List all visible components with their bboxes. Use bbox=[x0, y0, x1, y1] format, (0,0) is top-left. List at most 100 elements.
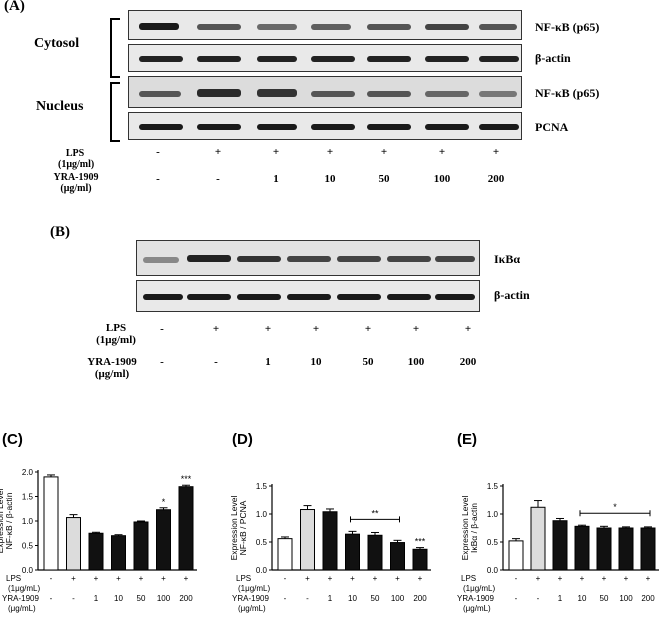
chart-c-ylabel-2: NF-κB / β-actin bbox=[4, 492, 14, 549]
chart-e-lps-3: + bbox=[580, 574, 585, 583]
chart-c-lps-6: + bbox=[184, 574, 189, 583]
chart-e-yra-3: 10 bbox=[578, 594, 587, 603]
chart-c-yra-4: 50 bbox=[137, 594, 146, 603]
chart-c-yra-3: 10 bbox=[114, 594, 123, 603]
chart-c-bar-1 bbox=[66, 517, 81, 571]
b-yra-value-6: 200 bbox=[459, 356, 477, 368]
chart-e-row1-sub: (1μg/mL) bbox=[463, 584, 496, 593]
b-yra-value-3: 10 bbox=[310, 356, 322, 368]
nucleus-bracket bbox=[110, 82, 120, 142]
chart-d-yra-5: 100 bbox=[391, 594, 405, 603]
chart-d-lps-2: + bbox=[328, 574, 333, 583]
a-lps-value-6: + bbox=[492, 146, 500, 158]
chart-d-bar-0 bbox=[277, 538, 293, 571]
chart-e-ytick-label-3: 1.5 bbox=[487, 482, 499, 491]
b-yra-value-4: 50 bbox=[362, 356, 374, 368]
b-lps-value-6: + bbox=[464, 323, 472, 335]
b-yra-value-5: 100 bbox=[407, 356, 425, 368]
chart-e-row2-sub: (μg/mL) bbox=[463, 604, 491, 613]
b-lps-label: LPS (1μg/ml) bbox=[96, 322, 136, 346]
cytosol-label: Cytosol bbox=[34, 36, 80, 51]
chart-e-row1-label: LPS bbox=[461, 574, 476, 583]
a-yra-label: YRA-1909 (μg/ml) bbox=[53, 172, 99, 194]
chart-d-yra-6: 200 bbox=[413, 594, 427, 603]
label-b-actin: β-actin bbox=[494, 288, 530, 302]
blot-nucleus-nfkb bbox=[128, 76, 522, 108]
chart-c-lps-0: - bbox=[50, 574, 53, 583]
chart-c-ytick-label-1: 0.5 bbox=[22, 542, 34, 551]
chart-c-ytick-label-4: 2.0 bbox=[22, 468, 34, 477]
chart-c-ytick-label-0: 0.0 bbox=[22, 566, 34, 575]
chart-c-bar-4 bbox=[133, 521, 149, 571]
b-yra-value-1: - bbox=[214, 356, 218, 368]
chart-d-bar-5 bbox=[390, 542, 405, 571]
cytosol-bracket bbox=[110, 18, 120, 78]
chart-c-row1-label: LPS bbox=[6, 574, 21, 583]
label-cyt-actin: β-actin bbox=[535, 51, 571, 65]
a-lps-value-4: + bbox=[380, 146, 388, 158]
chart-d-bar-3 bbox=[345, 533, 360, 571]
chart-e-lps-5: + bbox=[624, 574, 629, 583]
panel-a-label: (A) bbox=[4, 0, 25, 14]
chart-c-lps-3: + bbox=[116, 574, 121, 583]
chart-d-lps-6: + bbox=[418, 574, 423, 583]
chart-d-ylabel-2: NF-κB / PCNA bbox=[238, 500, 248, 555]
chart-d-bar-4 bbox=[367, 534, 383, 571]
chart-c-lps-5: + bbox=[161, 574, 166, 583]
chart-c-lps-1: + bbox=[71, 574, 76, 583]
chart-d-lps-5: + bbox=[395, 574, 400, 583]
chart-c-row2-label: YRA-1909 bbox=[2, 594, 39, 603]
chart-d-bar-6 bbox=[412, 548, 428, 571]
b-yra-label: YRA-1909 (μg/ml) bbox=[87, 356, 137, 380]
label-b-ikba: IκBα bbox=[494, 252, 521, 266]
label-nuc-nfkb: NF-κB (p65) bbox=[535, 86, 600, 100]
chart-c-bar-2 bbox=[88, 532, 104, 571]
blot-nucleus-pcna bbox=[128, 112, 522, 140]
chart-c-bar-3 bbox=[111, 535, 126, 571]
chart-c-yra-6: 200 bbox=[179, 594, 193, 603]
panel-b-label: (B) bbox=[50, 224, 70, 240]
chart-c-yra-5: 100 bbox=[157, 594, 171, 603]
blot-cytosol-actin bbox=[128, 44, 522, 72]
blot-ikba bbox=[136, 240, 480, 276]
a-lps-value-2: + bbox=[272, 146, 280, 158]
a-lps-value-0: - bbox=[156, 146, 160, 158]
chart-d-ytick-label-2: 1.0 bbox=[256, 510, 268, 519]
chart-e-ylabel-2: IκBα / β-actin bbox=[469, 503, 479, 553]
chart-d-row2-label: YRA-1909 bbox=[232, 594, 269, 603]
blot-b-actin bbox=[136, 280, 480, 312]
b-lps-value-2: + bbox=[264, 323, 272, 335]
chart-c-row2-sub: (μg/mL) bbox=[8, 604, 36, 613]
a-yra-value-0: - bbox=[156, 173, 160, 185]
chart-c-sig-6: *** bbox=[181, 474, 192, 484]
chart-c-bar-0 bbox=[43, 476, 59, 571]
chart-e-yra-6: 200 bbox=[641, 594, 655, 603]
chart-c-ytick-label-2: 1.0 bbox=[22, 517, 34, 526]
b-yra-value-0: - bbox=[160, 356, 164, 368]
chart-c-panel-label: (C) bbox=[2, 431, 23, 448]
chart-d-row2-sub: (μg/mL) bbox=[238, 604, 266, 613]
a-lps-value-5: + bbox=[438, 146, 446, 158]
b-lps-value-4: + bbox=[364, 323, 372, 335]
chart-e-bar-1 bbox=[530, 506, 546, 571]
chart-e-bar-6 bbox=[640, 527, 656, 571]
chart-e-bar-0 bbox=[508, 540, 524, 571]
chart-e-yra-4: 50 bbox=[600, 594, 609, 603]
chart-e-lps-6: + bbox=[646, 574, 651, 583]
chart-e-ytick-label-1: 0.5 bbox=[487, 538, 499, 547]
chart-d-bar-2 bbox=[322, 511, 338, 571]
chart-c-yra-2: 1 bbox=[94, 594, 99, 603]
chart-c-sig-5: * bbox=[162, 497, 166, 507]
chart-d-lps-0: - bbox=[284, 574, 287, 583]
chart-c-ytick-label-3: 1.5 bbox=[22, 493, 34, 502]
chart-e-ytick-label-0: 0.0 bbox=[487, 566, 499, 575]
a-yra-value-4: 50 bbox=[378, 173, 390, 185]
chart-d-ylabel-1: Expression Level bbox=[229, 496, 239, 561]
chart-d-yra-3: 10 bbox=[348, 594, 357, 603]
a-lps-value-3: + bbox=[326, 146, 334, 158]
a-yra-value-3: 10 bbox=[324, 173, 336, 185]
chart-e-bar-3 bbox=[574, 525, 590, 571]
a-yra-value-2: 1 bbox=[273, 173, 279, 185]
chart-c-yra-1: - bbox=[72, 594, 75, 603]
a-lps-value-1: + bbox=[214, 146, 222, 158]
